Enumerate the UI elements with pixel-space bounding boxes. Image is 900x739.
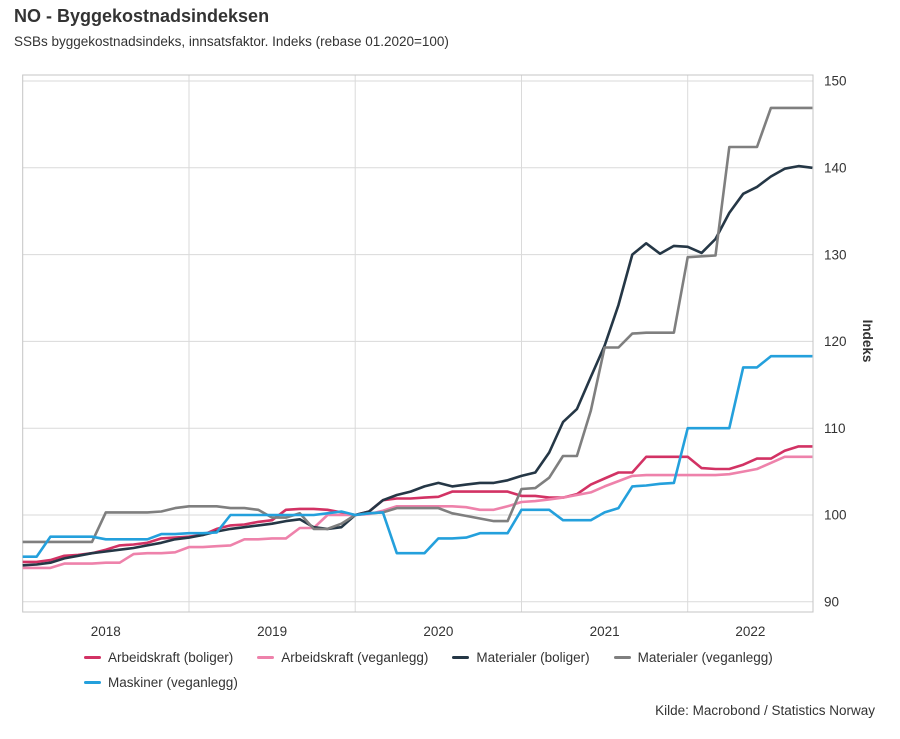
legend: Arbeidskraft (boliger) Arbeidskraft (vega… (84, 650, 854, 690)
series-line (22, 455, 813, 570)
legend-swatch (452, 655, 470, 660)
x-axis-tick-label: 2020 (423, 624, 453, 639)
x-axis-tick-label: 2018 (91, 624, 121, 639)
y-axis-tick-label: 120 (824, 334, 847, 349)
series-line (22, 354, 813, 559)
y-axis-tick-label: 150 (824, 74, 847, 89)
y-axis-tick-label: 110 (824, 421, 846, 436)
x-axis-tick-label: 2019 (257, 624, 287, 639)
legend-item[interactable]: Materialer (veganlegg) (613, 650, 773, 665)
legend-label: Maskiner (veganlegg) (108, 675, 238, 690)
legend-item[interactable]: Materialer (boliger) (452, 650, 590, 665)
y-axis-tick-label: 100 (824, 508, 847, 523)
series-line (22, 106, 813, 544)
legend-swatch (84, 680, 101, 685)
source-credit: Kilde: Macrobond / Statistics Norway (655, 703, 875, 718)
legend-swatch (84, 655, 101, 660)
y-axis-tick-label: 140 (824, 161, 847, 176)
legend-label: Arbeidskraft (boliger) (108, 650, 234, 665)
legend-label: Materialer (boliger) (476, 650, 590, 665)
y-axis-title: Indeks (860, 320, 875, 363)
legend-item[interactable]: Maskiner (veganlegg) (84, 675, 238, 690)
line-chart: 90 100 110 120 130 140 150 2018 2019 2020 2021 2022… (22, 74, 875, 639)
x-axis-tick-label: 2021 (590, 624, 620, 639)
legend-label: Materialer (veganlegg) (637, 650, 773, 665)
legend-item[interactable]: Arbeidskraft (boliger) (84, 650, 233, 665)
y-axis-tick-label: 90 (824, 595, 839, 610)
plot-border (22, 74, 814, 613)
series-line (22, 445, 813, 564)
x-axis-tick-label: 2022 (735, 624, 765, 639)
legend-swatch (613, 655, 631, 660)
y-axis-tick-label: 130 (824, 247, 847, 262)
page-title: NO - Byggekostnadsindeksen (14, 6, 270, 26)
legend-label: Arbeidskraft (veganlegg) (281, 650, 429, 665)
legend-item[interactable]: Arbeidskraft (veganlegg) (257, 650, 428, 665)
page-subtitle: SSBs byggekostnadsindeks, innsatsfaktor.… (14, 34, 449, 49)
series-line (22, 164, 813, 567)
legend-swatch (257, 655, 275, 660)
